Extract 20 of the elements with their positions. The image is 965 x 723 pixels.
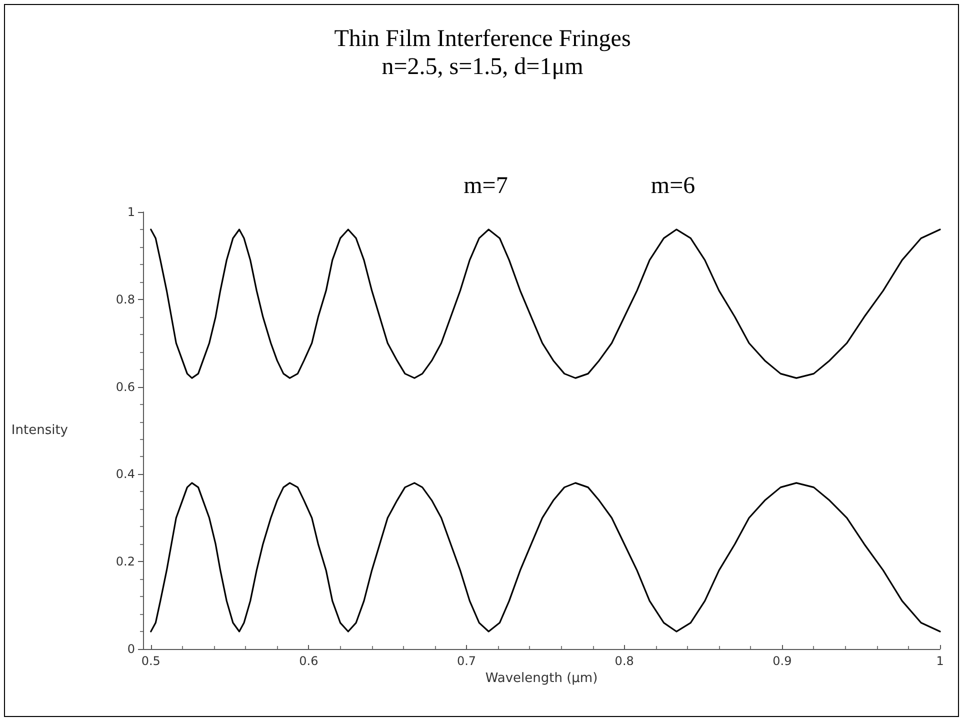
x-tick-label: 0.7	[456, 654, 476, 668]
y-tick-label: 0.2	[116, 554, 135, 569]
text: m=6	[650, 173, 696, 199]
x-tick-label: 1	[936, 654, 944, 668]
x-tick-label: 0.5	[141, 654, 160, 668]
y-tick-label: 0.4	[116, 467, 135, 482]
line-series	[150, 228, 941, 379]
chart-title: Thin Film Interference Fringes	[334, 26, 631, 52]
line-series	[150, 482, 941, 632]
y-tick-label: 1	[127, 205, 135, 219]
text: m=7	[464, 173, 508, 199]
y-axis-title: Intensity	[11, 423, 68, 438]
chart-subtitle: n=2.5, s=1.5, d=1μm	[382, 54, 584, 80]
x-axis-title: Wavelength (μm)	[485, 670, 598, 686]
x-tick-label: 0.6	[299, 654, 318, 668]
y-tick-label: 0.8	[116, 292, 135, 306]
x-tick-label: 0.8	[614, 654, 634, 668]
y-tick-label: 0	[127, 642, 135, 656]
x-tick-label: 0.9	[772, 654, 792, 668]
y-tick-label: 0.6	[116, 380, 135, 394]
